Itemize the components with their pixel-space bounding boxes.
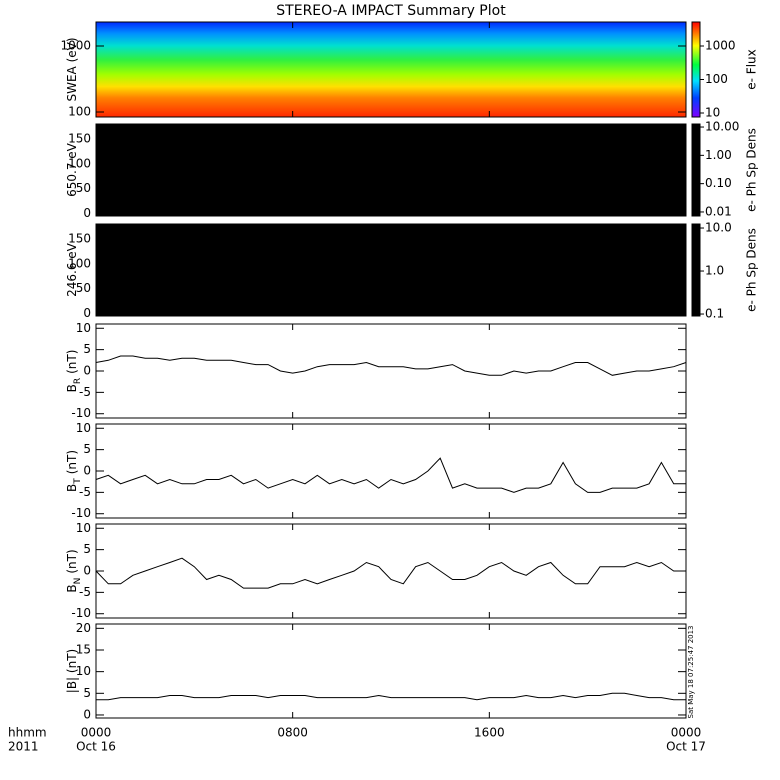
y-axis-label: BN (nT) bbox=[65, 549, 83, 592]
y-tick-label: -5 bbox=[79, 385, 91, 399]
y-tick-label: 150 bbox=[68, 131, 91, 145]
data-line bbox=[96, 692, 686, 701]
colorbar-tick-label: 1.00 bbox=[705, 148, 732, 162]
y-tick-label: 0 bbox=[83, 564, 91, 578]
y-axis-label-part: B bbox=[65, 384, 79, 392]
y-axis-label-part: B bbox=[65, 584, 79, 592]
data-line bbox=[95, 557, 686, 589]
time-row-label: hhmm bbox=[8, 726, 47, 740]
plot-title: STEREO-A IMPACT Summary Plot bbox=[276, 3, 506, 19]
y-axis-label-part: T bbox=[73, 478, 83, 485]
colorbar bbox=[691, 123, 701, 217]
y-tick-label: 100 bbox=[68, 105, 91, 119]
y-tick-label: -5 bbox=[79, 485, 91, 499]
timestamp: Sat May 18 07:25:47 2013 bbox=[687, 625, 695, 718]
date-label: Oct 17 bbox=[666, 740, 706, 754]
y-tick-label: -10 bbox=[71, 406, 91, 420]
y-axis-label-part: (nT) bbox=[65, 350, 79, 374]
colorbar-label: e- Flux bbox=[745, 49, 759, 89]
pitch-angle-map bbox=[96, 124, 686, 216]
y-axis-label-part: N bbox=[73, 578, 83, 585]
y-tick-label: 10 bbox=[76, 421, 91, 435]
colorbar-tick-label: 10.0 bbox=[705, 221, 732, 235]
data-line bbox=[95, 355, 687, 376]
colorbar-tick-label: 10.00 bbox=[705, 120, 739, 134]
x-tick-label: 0000 bbox=[81, 726, 112, 740]
y-tick-label: 5 bbox=[83, 686, 91, 700]
x-tick-label: 0000 bbox=[671, 726, 702, 740]
panel-frame bbox=[95, 123, 687, 217]
date-label: Oct 16 bbox=[76, 740, 116, 754]
y-axis-label: BR (nT) bbox=[65, 350, 83, 393]
y-tick-label: 50 bbox=[76, 281, 91, 295]
colorbar-label: e- Ph Sp Dens bbox=[745, 128, 759, 212]
y-tick-label: 10 bbox=[76, 521, 91, 535]
y-tick-label: 0 bbox=[83, 206, 91, 220]
x-tick-label: 1600 bbox=[474, 726, 505, 740]
data-line bbox=[95, 457, 686, 493]
y-axis-label: SWEA (eV) bbox=[65, 37, 79, 101]
panel-frame bbox=[95, 21, 687, 118]
y-tick-label: 100 bbox=[68, 156, 91, 170]
colorbar-tick-label: 0.1 bbox=[705, 307, 724, 321]
pitch-angle-map bbox=[96, 224, 686, 316]
y-tick-label: -10 bbox=[71, 606, 91, 620]
colorbar-label: e- Ph Sp Dens bbox=[745, 228, 759, 312]
y-axis-label: BT (nT) bbox=[65, 450, 83, 492]
y-axis-label: 650.7 eV bbox=[65, 142, 79, 197]
y-tick-label: 10 bbox=[76, 664, 91, 678]
y-tick-label: 10 bbox=[76, 321, 91, 335]
spectrogram bbox=[96, 22, 686, 117]
y-tick-label: 5 bbox=[83, 342, 91, 356]
y-tick-label: 5 bbox=[83, 542, 91, 556]
y-axis-label: |B| (nT) bbox=[65, 649, 79, 693]
panel-frame bbox=[95, 423, 687, 519]
colorbar-tick-label: 1000 bbox=[705, 38, 736, 52]
y-tick-label: 0 bbox=[83, 707, 91, 721]
y-axis-label-part: 650.7 eV bbox=[65, 142, 79, 197]
colorbar bbox=[691, 21, 701, 118]
y-tick-label: 1000 bbox=[60, 38, 91, 52]
y-tick-label: 50 bbox=[76, 181, 91, 195]
y-tick-label: 20 bbox=[76, 621, 91, 635]
y-tick-label: 100 bbox=[68, 256, 91, 270]
x-tick-label: 0800 bbox=[277, 726, 308, 740]
colorbar-tick-label: 0.10 bbox=[705, 176, 732, 190]
y-axis-label-part: 246.6 eV bbox=[65, 242, 79, 297]
y-axis-label-part: R bbox=[73, 378, 83, 384]
colorbar-tick-label: 100 bbox=[705, 72, 728, 86]
y-tick-label: 0 bbox=[83, 364, 91, 378]
y-axis-label-part: SWEA (eV) bbox=[65, 37, 79, 101]
panel-frame bbox=[95, 323, 687, 419]
colorbar-tick-label: 0.01 bbox=[705, 204, 732, 218]
colorbar-tick-label: 10 bbox=[705, 106, 720, 120]
y-tick-label: 15 bbox=[76, 642, 91, 656]
panel-frame bbox=[95, 223, 687, 317]
y-tick-label: 0 bbox=[83, 464, 91, 478]
y-tick-label: -10 bbox=[71, 506, 91, 520]
y-axis-label: 246.6 eV bbox=[65, 242, 79, 297]
panel-frame bbox=[95, 623, 687, 719]
y-axis-label-part: |B| (nT) bbox=[65, 649, 79, 693]
y-tick-label: 5 bbox=[83, 442, 91, 456]
y-tick-label: 150 bbox=[68, 231, 91, 245]
y-axis-label-part: (nT) bbox=[65, 450, 79, 474]
year-row-label: 2011 bbox=[8, 740, 39, 754]
y-tick-label: -5 bbox=[79, 585, 91, 599]
colorbar bbox=[691, 223, 701, 317]
y-axis-label-part: B bbox=[65, 484, 79, 492]
y-axis-label-part: (nT) bbox=[65, 549, 79, 573]
y-tick-label: 0 bbox=[83, 306, 91, 320]
colorbar-tick-label: 1.0 bbox=[705, 264, 724, 278]
